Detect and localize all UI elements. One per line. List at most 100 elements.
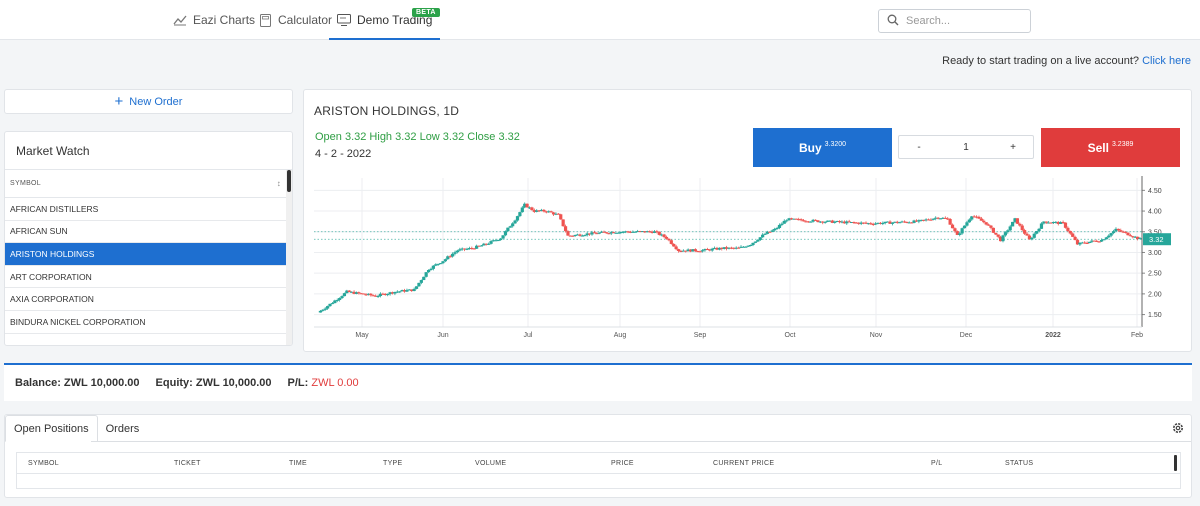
candle-body (1078, 242, 1082, 245)
candle-body (722, 247, 726, 249)
candle-body (878, 222, 883, 224)
candle-body (847, 221, 851, 223)
chart-title: ARISTON HOLDINGS, 1D (314, 104, 460, 118)
candle-body (330, 303, 335, 305)
candle-body (1066, 227, 1070, 231)
live-account-link[interactable]: Click here (1142, 55, 1191, 67)
market-watch-scrollbar[interactable] (286, 170, 292, 345)
candle-body (638, 231, 642, 233)
candle-body (475, 245, 479, 249)
candle-body (751, 242, 755, 246)
tab-orders[interactable]: Orders (105, 422, 140, 435)
candle-body (768, 231, 772, 233)
candle-body (893, 221, 897, 223)
market-watch-row[interactable]: AFRICAN DISTILLERS (5, 198, 288, 221)
positions-table-header: SYMBOL TICKET TIME TYPE VOLUME PRICE CUR… (17, 453, 1180, 474)
search-box[interactable] (878, 9, 1031, 33)
candle-body (386, 294, 390, 296)
live-account-text: Ready to start trading on a live account… (942, 55, 1140, 67)
tab-calculator[interactable]: Calculator (258, 0, 332, 40)
tab-eazi-charts[interactable]: Eazi Charts (173, 0, 255, 40)
candle-body (727, 247, 731, 249)
column-header-status: STATUS (1005, 460, 1034, 467)
candle-body (554, 213, 558, 215)
positions-table: SYMBOL TICKET TIME TYPE VOLUME PRICE CUR… (16, 452, 1181, 489)
quantity-value[interactable]: 1 (963, 141, 969, 153)
candle-body (948, 219, 952, 225)
candle-body (357, 292, 361, 294)
tab-demo-trading[interactable]: Demo Trading (328, 0, 441, 40)
candle-body (996, 234, 1000, 237)
candle-body (777, 224, 782, 228)
candle-body (813, 219, 818, 221)
tab-open-positions[interactable]: Open Positions (5, 415, 98, 442)
candle-body (801, 220, 806, 222)
candle-body (902, 221, 907, 223)
candle-body (917, 220, 921, 222)
sell-button[interactable]: Sell 3.2389 (1041, 128, 1180, 167)
candle-body (989, 225, 993, 228)
candle-body (450, 253, 455, 257)
candle-body (619, 231, 623, 233)
column-header-volume: VOLUME (475, 460, 507, 467)
candle-body (612, 232, 616, 234)
market-watch-scroll-thumb[interactable] (287, 170, 291, 192)
candle-body (443, 259, 447, 262)
candle-body (886, 221, 890, 223)
market-watch-row[interactable]: AXIA CORPORATION (5, 288, 288, 311)
candle-body (537, 210, 541, 212)
candle-body (1114, 228, 1118, 232)
increase-quantity-button[interactable]: + (1010, 141, 1016, 153)
candle-body (818, 221, 822, 223)
candle-body (780, 223, 784, 225)
gear-icon[interactable] (1171, 421, 1185, 435)
candle-body (684, 250, 688, 252)
candle-body (833, 221, 837, 223)
candle-body (749, 245, 753, 247)
decrease-quantity-button[interactable]: - (917, 141, 921, 153)
candle-body (1013, 218, 1017, 222)
candle-body (1073, 236, 1077, 241)
positions-scrollbar[interactable] (1174, 455, 1177, 471)
candle-body (823, 221, 827, 223)
candle-body (1068, 230, 1072, 234)
candle-body (575, 234, 580, 236)
search-input[interactable] (906, 15, 1016, 27)
candle-body (955, 231, 959, 235)
market-watch-row[interactable]: AFRICAN SUN (5, 221, 288, 244)
candle-body (1099, 239, 1104, 242)
candle-body (974, 216, 979, 218)
candle-body (354, 292, 359, 294)
candle-body (487, 243, 491, 245)
chart-panel: ARISTON HOLDINGS, 1D Open 3.32 High 3.32… (303, 89, 1192, 352)
candle-body (696, 251, 700, 253)
candle-body (585, 233, 589, 236)
candle-body (765, 231, 770, 234)
candle-body (1075, 240, 1080, 245)
x-tick-label: May (355, 332, 369, 339)
price-chart[interactable]: May Jun Jul Aug Sep Oct Nov Dec 2022 Feb 1.50 2.00 2… (304, 90, 1193, 353)
candle-body (729, 247, 734, 249)
candle-body (804, 221, 808, 223)
candle-body (1116, 228, 1120, 231)
candle-body (609, 232, 613, 234)
candle-body (854, 222, 858, 224)
market-watch-row[interactable]: ARISTON HOLDINGS (5, 243, 288, 266)
market-watch-row[interactable]: BINDURA NICKEL CORPORATION (5, 311, 288, 334)
candle-body (496, 240, 500, 242)
candle-body (871, 223, 875, 225)
candle-body (1054, 221, 1058, 223)
candle-body (587, 233, 592, 235)
candle-body (482, 243, 486, 246)
candle-body (929, 219, 933, 221)
new-order-button[interactable]: + New Order (4, 89, 293, 114)
candle-body (520, 207, 524, 213)
symbol-column-header[interactable]: SYMBOL ↕ (5, 170, 292, 198)
candle-body (688, 249, 693, 252)
candle-body (840, 221, 844, 223)
candle-body (926, 219, 931, 221)
candle-body (436, 263, 440, 265)
candle-body (953, 228, 957, 232)
market-watch-row[interactable]: ART CORPORATION (5, 266, 288, 289)
buy-button[interactable]: Buy 3.3200 (753, 128, 892, 167)
